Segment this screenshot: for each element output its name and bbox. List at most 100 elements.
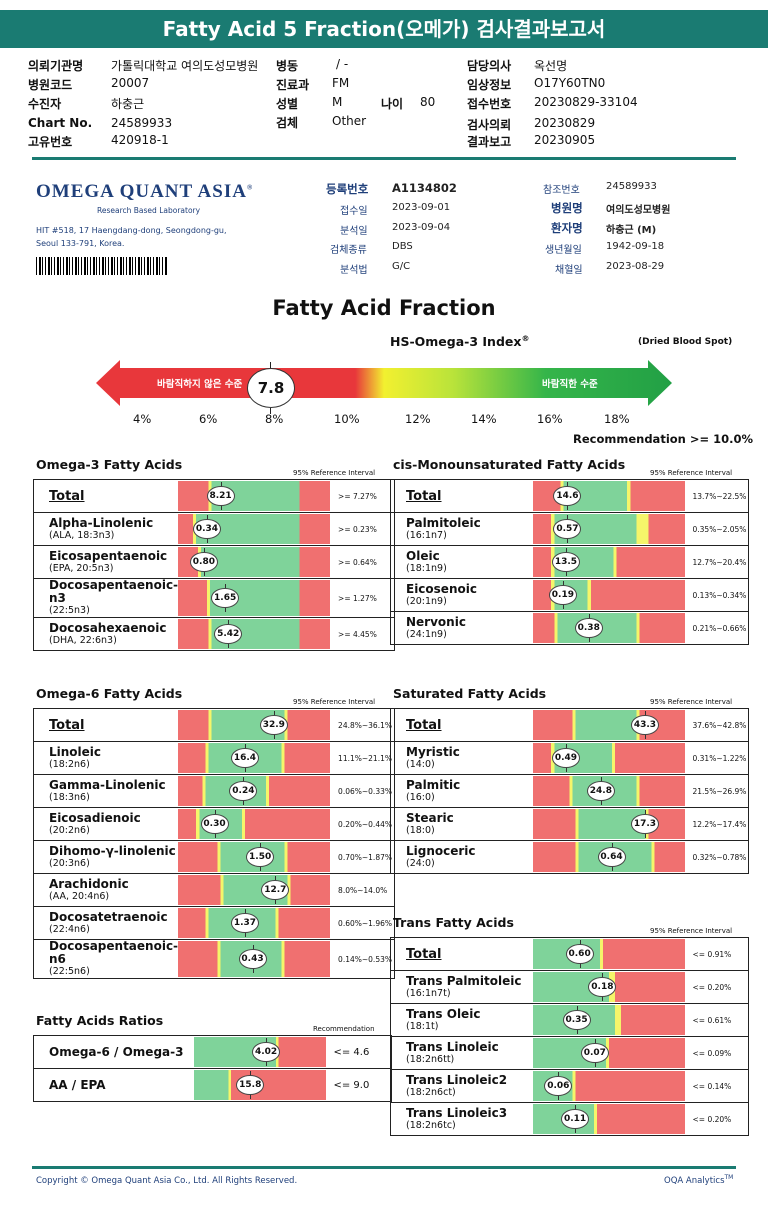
index-value-marker: 7.8 — [247, 368, 295, 408]
table-row: Total 32.9 24.8%~36.1% — [34, 709, 395, 742]
table-row: AA / EPA 15.8 <= 9.0 — [33, 1068, 392, 1102]
doctor-value: 옥선명 — [534, 59, 568, 73]
table-row: Eicosenoic (20:1n9) 0.19 0.13%~0.34% — [390, 578, 749, 612]
main-title: Fatty Acid Fraction — [272, 296, 496, 320]
institution-label: 의뢰기관명 — [28, 59, 84, 73]
acid-formula: (16:1n7t) — [406, 987, 451, 999]
acid-name-cell: Trans Oleic (18:1t) — [390, 1003, 533, 1037]
value-marker: 5.42 — [214, 620, 243, 648]
acid-name-cell: Trans Linoleic (18:2n6tt) — [390, 1036, 533, 1070]
acid-name-cell: Myristic (14:0) — [390, 741, 533, 775]
analysis-date-label: 분석일 — [340, 226, 368, 237]
acid-name-cell: Eicosadienoic (20:2n6) — [33, 807, 179, 841]
specimen-value: Other — [332, 114, 367, 128]
marker-tick-bottom — [270, 408, 271, 414]
range-bar — [532, 613, 685, 643]
received-date-value: 2023-09-01 — [392, 202, 451, 213]
value-marker: 15.8 — [236, 1071, 265, 1099]
table-row: Linoleic (18:2n6) 16.4 11.1%~21.1% — [33, 741, 395, 775]
value-marker: 0.19 — [548, 581, 577, 609]
acid-formula: (18:0) — [406, 824, 435, 836]
range-bar-cell: 0.18 — [532, 970, 685, 1004]
reference-range: 21.5%~26.9% — [684, 774, 749, 808]
table-row: Docosapentaenoic-n6 (22:5n6) 0.43 0.14%~0.5… — [33, 939, 395, 979]
gauge-tick-label: 8% — [265, 412, 284, 426]
acid-name-cell: Lignoceric (24:0) — [390, 840, 533, 874]
omega3-table: Total 8.21 >= 7.27% Alpha-Linolenic (ALA, 18… — [33, 479, 395, 651]
range-bar-cell: 8.21 — [178, 480, 331, 513]
acid-name-cell: Docosapentaenoic-n3 (22:5n3) — [33, 578, 179, 618]
value-marker: 24.8 — [586, 777, 615, 805]
table-row: Arachidonic (AA, 20:4n6) 12.7 8.0%~14.0% — [33, 873, 395, 907]
table-row: Docosatetraenoic (22:4n6) 1.37 0.60%~1.96% — [33, 906, 395, 940]
doctor-label: 담당의사 — [467, 59, 512, 73]
range-bar — [178, 619, 331, 649]
mono-ref-header: 95% Reference Interval — [650, 469, 733, 477]
acid-name: Total — [49, 488, 85, 504]
value-marker: 0.64 — [597, 843, 626, 871]
hospital-name-value: 여의도성모병원 — [606, 205, 671, 216]
gauge-tick-label: 16% — [537, 412, 563, 426]
result-date-value: 20230905 — [534, 133, 596, 147]
index-recommendation: Recommendation >= 10.0% — [573, 432, 754, 446]
table-row: Palmitic (16:0) 24.8 21.5%~26.9% — [390, 774, 749, 808]
range-bar-cell: 17.3 — [532, 807, 685, 841]
acid-name: Alpha-Linolenic — [49, 515, 154, 530]
department-label: 진료과 — [276, 78, 310, 92]
trans-table: Total 0.60 <= 0.91% Trans Palmitoleic (16:1n… — [390, 937, 749, 1136]
range-bar-cell: 14.6 — [532, 480, 685, 513]
reference-range: <= 0.20% — [684, 970, 749, 1004]
range-bar-cell: 15.8 — [193, 1068, 326, 1102]
reference-range: 0.60%~1.96% — [330, 906, 395, 940]
table-row: Palmitoleic (16:1n7) 0.57 0.35%~2.05% — [390, 512, 749, 546]
reference-range: >= 1.27% — [330, 578, 395, 618]
reference-range: 37.6%~42.8% — [692, 720, 747, 730]
acid-formula: (14:0) — [406, 758, 435, 770]
sex-value: M — [332, 95, 343, 109]
acid-formula: (20:1n9) — [406, 595, 447, 607]
omega3-title: Omega-3 Fatty Acids — [36, 457, 183, 472]
reference-range: 0.06%~0.33% — [330, 774, 395, 808]
chart-no-label: Chart No. — [28, 116, 93, 130]
birth-date-label: 생년월일 — [545, 245, 582, 256]
trans-title: Trans Fatty Acids — [393, 915, 514, 930]
value-marker: 0.11 — [561, 1105, 590, 1133]
gauge-tick-label: 10% — [334, 412, 360, 426]
sat-title: Saturated Fatty Acids — [393, 686, 547, 701]
reference-range: <= 0.61% — [684, 1003, 749, 1037]
acid-name: Total — [49, 717, 85, 733]
specimen-type-value: DBS — [392, 241, 413, 252]
range-bar — [532, 710, 685, 740]
reference-range: 13.7%~22.5% — [692, 491, 747, 501]
birth-date-value: 1942-09-18 — [606, 241, 665, 252]
acid-formula: (16:1n7) — [406, 529, 447, 541]
value-marker: 0.34 — [192, 515, 221, 543]
acid-formula: (22:5n6) — [49, 966, 90, 977]
sat-table: Total 43.3 37.6%~42.8% Myristic (14:0) 0.49 0.… — [390, 708, 749, 874]
range-bar-cell: 0.38 — [532, 611, 685, 645]
table-row: Alpha-Linolenic (ALA, 18:3n3) 0.34 >= 0.23% — [33, 512, 395, 546]
value-marker: 43.3 — [630, 711, 659, 739]
acid-name-cell: Trans Linoleic3 (18:2n6tc) — [390, 1102, 533, 1136]
marker-tick-top — [270, 362, 271, 368]
range-bar-cell: 32.9 — [178, 709, 331, 742]
patient-name-label: 환자명 — [551, 221, 583, 235]
acid-name-cell: Total — [391, 938, 533, 971]
table-row: Myristic (14:0) 0.49 0.31%~1.22% — [390, 741, 749, 775]
range-bar — [178, 710, 331, 740]
ratio-table: Omega-6 / Omega-3 4.02 <= 4.6 AA / EPA 15.8 <… — [33, 1035, 392, 1102]
acid-formula: (18:2n6tt) — [406, 1053, 455, 1065]
value-marker: 1.65 — [211, 584, 240, 612]
table-row: Total 43.3 37.6%~42.8% — [391, 709, 749, 742]
value-marker: 0.18 — [588, 973, 617, 1001]
range-bar-cell: 16.4 — [178, 741, 331, 775]
acid-name-cell: Palmitic (16:0) — [390, 774, 533, 808]
acid-name: Dihomo-γ-linolenic — [49, 843, 176, 858]
range-bar-cell: 0.30 — [178, 807, 331, 841]
value-marker: 0.30 — [200, 810, 229, 838]
ratio-title: Fatty Acids Ratios — [36, 1013, 164, 1028]
result-date-label: 결과보고 — [467, 135, 512, 149]
ref-no-value: 24589933 — [606, 181, 657, 192]
omega6-title: Omega-6 Fatty Acids — [36, 686, 183, 701]
reference-range: <= 0.14% — [684, 1069, 749, 1103]
